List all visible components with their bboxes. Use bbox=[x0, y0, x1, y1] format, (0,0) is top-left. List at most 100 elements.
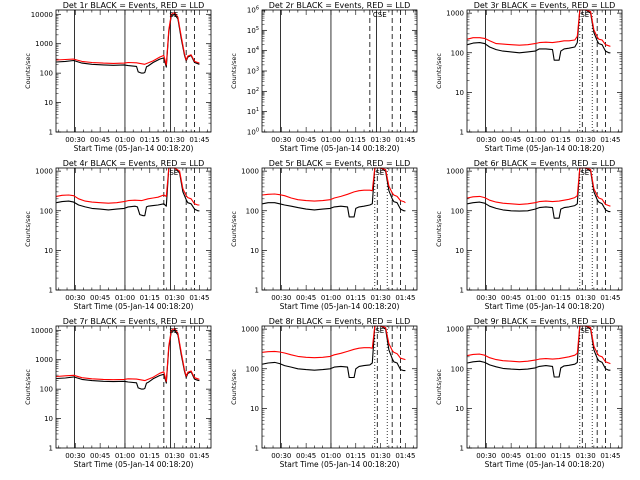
y-tick-label: 10 bbox=[455, 405, 464, 413]
plot-frame bbox=[55, 167, 212, 291]
y-tick-label: 104 bbox=[247, 46, 259, 55]
y-tick-label: 1000 bbox=[446, 10, 464, 18]
y-tick-label: 1000 bbox=[35, 356, 53, 364]
plot-frame bbox=[55, 9, 212, 133]
state-markers: SE bbox=[169, 169, 178, 177]
x-axis-label: Start Time (05-Jan-14 00:18:20) bbox=[485, 144, 605, 153]
series-lld bbox=[56, 11, 200, 66]
y-axis-label: Counts/sec bbox=[24, 211, 32, 247]
x-tick-label: 01:15 bbox=[140, 136, 160, 144]
x-tick-label: 01:00 bbox=[321, 294, 341, 302]
x-tick-label: 01:00 bbox=[321, 452, 341, 460]
y-tick-label: 100 bbox=[246, 365, 259, 373]
y-axis-label: Counts/sec bbox=[230, 369, 238, 405]
x-tick-label: 01:30 bbox=[371, 136, 391, 144]
x-tick-label: 00:30 bbox=[271, 136, 291, 144]
y-tick-label: 1000 bbox=[35, 40, 53, 48]
x-tick-label: 00:45 bbox=[501, 136, 521, 144]
y-tick-label: 10 bbox=[455, 89, 464, 97]
series-events bbox=[467, 167, 611, 219]
x-tick-label: 01:30 bbox=[576, 294, 596, 302]
x-tick-label: 01:30 bbox=[371, 294, 391, 302]
state-markers: SE bbox=[169, 11, 178, 19]
series-lld bbox=[56, 167, 200, 206]
y-tick-label: 10 bbox=[250, 247, 259, 255]
x-tick-label: 00:30 bbox=[476, 136, 496, 144]
y-tick-label: 100 bbox=[246, 207, 259, 215]
plot-frame bbox=[261, 325, 418, 449]
state-markers: SE bbox=[169, 327, 178, 335]
series-events bbox=[467, 325, 611, 378]
x-tick-label: 01:30 bbox=[165, 294, 185, 302]
y-tick-label: 10 bbox=[44, 99, 53, 107]
y-tick-label: 1 bbox=[460, 129, 464, 137]
y-tick-label: 100 bbox=[451, 365, 464, 373]
x-axis-label: Start Time (05-Jan-14 00:18:20) bbox=[485, 302, 605, 311]
series-lld bbox=[262, 167, 406, 204]
series-lld bbox=[262, 325, 406, 361]
x-tick-label: 00:45 bbox=[501, 294, 521, 302]
x-tick-label: 00:45 bbox=[90, 294, 110, 302]
y-tick-label: 100 bbox=[40, 386, 53, 394]
x-tick-label: 01:45 bbox=[189, 136, 209, 144]
x-tick-label: 01:30 bbox=[576, 452, 596, 460]
series-events bbox=[56, 167, 200, 217]
x-tick-label: 01:15 bbox=[346, 452, 366, 460]
y-tick-label: 1 bbox=[255, 287, 259, 295]
x-tick-label: 00:45 bbox=[296, 452, 316, 460]
y-tick-label: 1 bbox=[49, 445, 53, 453]
plot-frame bbox=[466, 9, 623, 133]
x-tick-label: 01:45 bbox=[189, 452, 209, 460]
y-tick-label: 102 bbox=[247, 87, 259, 96]
y-axis-label: Counts/sec bbox=[230, 53, 238, 89]
y-tick-label: 100 bbox=[247, 128, 259, 137]
panel-det-2r: Det 2r BLACK = Events, RED = LLD 100 101 10… bbox=[230, 1, 418, 153]
state-markers: SE bbox=[375, 327, 384, 335]
series-events bbox=[56, 13, 200, 74]
x-tick-label: 01:45 bbox=[395, 136, 415, 144]
panel-det-8r: Det 8r BLACK = Events, RED = LLD 1 10 100 10… bbox=[230, 317, 418, 469]
y-tick-label: 10 bbox=[44, 415, 53, 423]
x-tick-label: 00:30 bbox=[65, 452, 85, 460]
series-lld bbox=[56, 327, 200, 382]
x-axis-label: Start Time (05-Jan-14 00:18:20) bbox=[280, 302, 400, 311]
x-tick-label: 00:30 bbox=[476, 294, 496, 302]
y-tick-label: 105 bbox=[247, 26, 259, 35]
series-events bbox=[56, 329, 200, 390]
x-tick-label: 01:15 bbox=[551, 294, 571, 302]
state-markers: SE bbox=[375, 169, 384, 177]
x-axis-label: Start Time (05-Jan-14 00:18:20) bbox=[74, 144, 194, 153]
x-tick-label: 01:45 bbox=[189, 294, 209, 302]
x-tick-label: 01:00 bbox=[115, 136, 135, 144]
x-tick-label: 00:30 bbox=[271, 294, 291, 302]
x-tick-label: 01:00 bbox=[115, 452, 135, 460]
x-tick-label: 01:30 bbox=[371, 452, 391, 460]
y-axis-label: Counts/sec bbox=[24, 369, 32, 405]
y-tick-label: 1000 bbox=[446, 168, 464, 176]
y-tick-label: 10000 bbox=[31, 11, 53, 19]
state-markers: CSE bbox=[373, 11, 387, 19]
y-axis-label: Counts/sec bbox=[435, 369, 443, 405]
x-tick-label: 01:00 bbox=[526, 294, 546, 302]
series-events bbox=[262, 325, 406, 379]
x-tick-label: 01:00 bbox=[526, 452, 546, 460]
y-tick-label: 1000 bbox=[241, 168, 259, 176]
x-tick-label: 01:00 bbox=[115, 294, 135, 302]
y-tick-label: 1 bbox=[460, 287, 464, 295]
y-tick-label: 1 bbox=[49, 287, 53, 295]
panel-det-9r: Det 9r BLACK = Events, RED = LLD 1 10 100 10… bbox=[435, 317, 623, 469]
y-axis-label: Counts/sec bbox=[435, 211, 443, 247]
panel-title: Det 9r BLACK = Events, RED = LLD bbox=[474, 317, 616, 326]
series-events bbox=[262, 167, 406, 218]
plot-frame bbox=[466, 325, 623, 449]
x-tick-label: 00:45 bbox=[90, 452, 110, 460]
x-tick-label: 01:15 bbox=[551, 136, 571, 144]
plot-frame bbox=[261, 9, 418, 133]
x-tick-label: 01:30 bbox=[576, 136, 596, 144]
y-tick-label: 100 bbox=[40, 70, 53, 78]
x-tick-label: 01:45 bbox=[600, 294, 620, 302]
plot-frame bbox=[466, 167, 623, 291]
y-tick-label: 100 bbox=[451, 207, 464, 215]
panel-title: Det 8r BLACK = Events, RED = LLD bbox=[269, 317, 411, 326]
